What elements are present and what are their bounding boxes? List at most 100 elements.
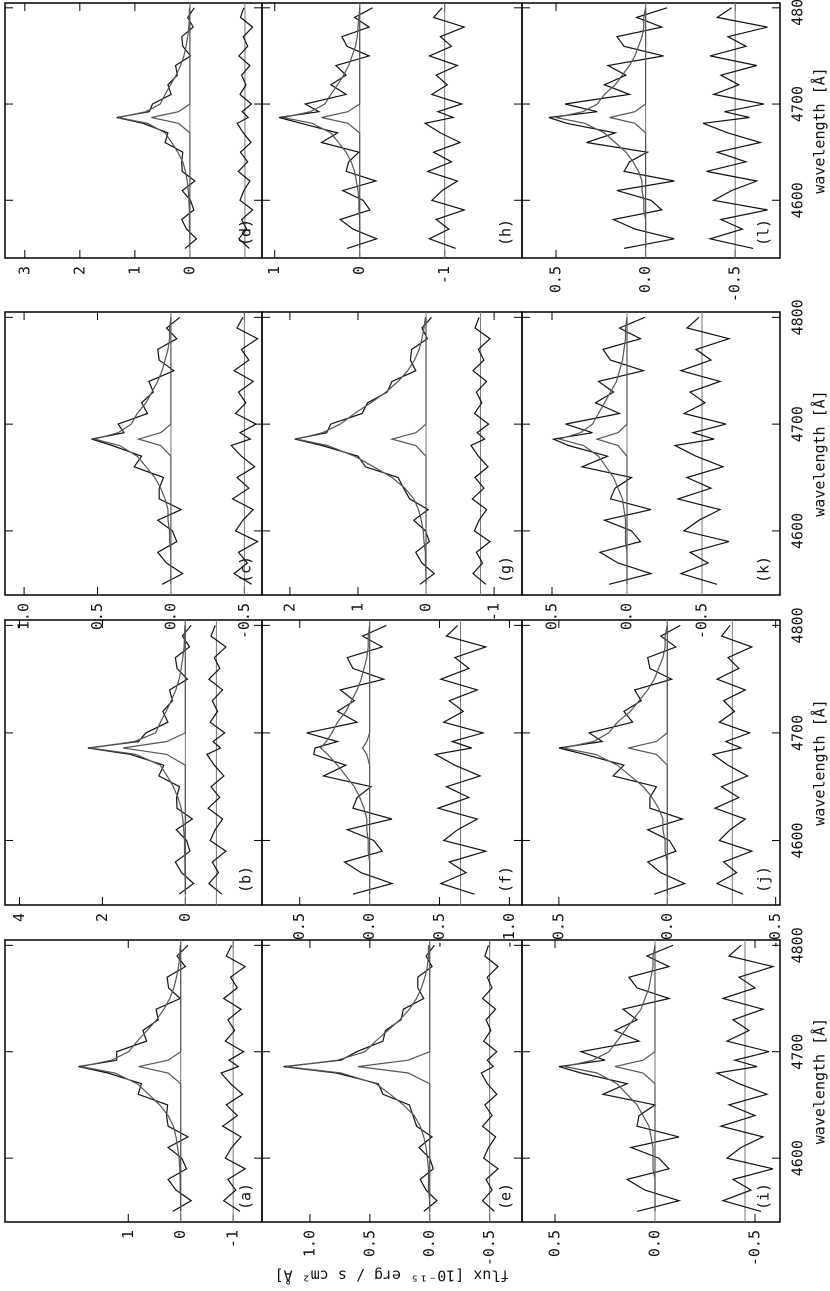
y-tick-label: 1	[119, 1230, 137, 1239]
y-tick-label: 0.0	[420, 1230, 438, 1257]
y-tick-label: 0	[417, 603, 435, 612]
spectrum-line	[702, 7, 768, 249]
spectrum-line	[278, 7, 379, 249]
spectrum-line	[715, 944, 776, 1212]
y-tick-label: 1	[125, 266, 143, 275]
spectrum-line	[319, 625, 371, 895]
spectrum-line	[628, 625, 668, 895]
panel-frame	[261, 939, 523, 1223]
spectrum-line	[555, 7, 647, 249]
spectrum-line	[123, 625, 186, 895]
spectrum-line	[89, 625, 186, 895]
x-tick-label: 4700	[789, 86, 807, 122]
panel-label: (i)	[755, 1183, 773, 1210]
panel-label: (c)	[237, 556, 255, 583]
spectrum-line	[296, 317, 427, 585]
spectrum-line	[389, 317, 427, 585]
spectrum-line	[558, 944, 682, 1212]
y-tick-label: 0.0	[161, 603, 179, 630]
panel-frame	[521, 2, 781, 259]
y-tick-label: -0.5	[235, 603, 253, 639]
panel-frame	[261, 311, 523, 596]
panel-label: (f)	[497, 866, 515, 893]
panel-label: (j)	[755, 866, 773, 893]
panel-label: (h)	[497, 219, 515, 246]
y-tick-label: 0.0	[658, 913, 676, 940]
y-tick-label: -1	[224, 1230, 242, 1248]
y-tick-label: 2	[280, 603, 298, 612]
panel-label: (b)	[237, 866, 255, 893]
y-tick-label: -0.5	[766, 913, 784, 949]
x-tick-label: 4700	[789, 715, 807, 751]
rotated-figure: flux [10⁻¹⁵ erg / s cm² Å] 1 0 -1 (a) 4 2 0 (b)…	[4, 0, 829, 1286]
y-tick-label: 1	[348, 603, 366, 612]
panel-frame	[4, 619, 263, 906]
spectrum-line	[236, 7, 254, 249]
y-tick-label: 4	[10, 913, 28, 922]
panel-frame	[521, 939, 781, 1223]
panel-frame	[521, 619, 781, 906]
x-tick-label: 4600	[789, 822, 807, 858]
panel-frame	[4, 2, 263, 259]
x-tick-label: 4600	[789, 1140, 807, 1176]
spectrum-line	[283, 7, 361, 249]
spectrum-line	[230, 317, 259, 585]
spectrum-line	[557, 317, 628, 585]
spectrum-line	[480, 945, 499, 1212]
x-tick-label: 4600	[789, 182, 807, 218]
x-tick-label: 4800	[789, 607, 807, 643]
y-tick-label: 0.0	[360, 913, 378, 940]
y-tick-label: 0	[180, 266, 198, 275]
x-axis-label: wavelength [Å]	[810, 390, 829, 516]
y-tick-label: 1	[265, 266, 283, 275]
spectrum-line	[118, 7, 191, 249]
y-tick-label: -0.5	[430, 913, 448, 949]
y-tick-label: 0.5	[547, 266, 565, 293]
spectrum-line	[357, 945, 431, 1212]
spectrum-line	[206, 625, 227, 895]
spectrum-line	[361, 625, 371, 895]
spectrum-line	[91, 316, 184, 585]
x-axis-label: wavelength [Å]	[810, 1018, 829, 1144]
spectrum-line	[614, 945, 656, 1212]
y-tick-label: -0.5	[726, 266, 744, 302]
y-tick-label: 2	[70, 266, 88, 275]
y-tick-label: -1.0	[500, 913, 518, 949]
spectrum-line	[80, 945, 182, 1212]
y-tick-label: 1.0	[300, 1230, 318, 1257]
spectrum-line	[711, 625, 754, 895]
y-tick-label: 0	[350, 266, 368, 275]
y-tick-label: -1	[435, 266, 453, 284]
x-axis-label: wavelength [Å]	[810, 699, 829, 825]
x-tick-label: 4600	[789, 513, 807, 549]
y-tick-label: 0.5	[543, 603, 561, 630]
x-tick-label: 4800	[789, 0, 807, 26]
panel-label: (e)	[497, 1183, 515, 1210]
x-tick-label: 4800	[789, 927, 807, 963]
x-tick-label: 4800	[789, 299, 807, 335]
spectrum-line	[306, 624, 395, 895]
y-tick-label: 0.5	[549, 913, 567, 940]
y-tick-label: 0.5	[360, 1230, 378, 1257]
panel-frame	[521, 311, 781, 596]
y-tick-label: 0	[171, 1230, 189, 1239]
spectrum-line	[594, 317, 628, 585]
y-tick-label: -0.5	[693, 603, 711, 639]
spectrum-line	[609, 7, 647, 249]
y-tick-label: -1	[485, 603, 503, 621]
y-tick-label: -0.5	[480, 1230, 498, 1266]
panel-frame	[261, 2, 523, 259]
spectrum-line	[470, 317, 492, 585]
y-tick-label: 2	[93, 913, 111, 922]
y-tick-label: 0.0	[618, 603, 636, 630]
spectrum-line	[673, 316, 732, 585]
panel-label: (g)	[497, 556, 515, 583]
x-tick-label: 4700	[789, 406, 807, 442]
panel-label: (l)	[755, 219, 773, 246]
spectrum-line	[92, 317, 172, 585]
panel-label: (k)	[755, 556, 773, 583]
y-tick-label: 0.5	[290, 913, 308, 940]
spectrum-line	[87, 625, 195, 895]
spectrum-line	[294, 316, 436, 585]
